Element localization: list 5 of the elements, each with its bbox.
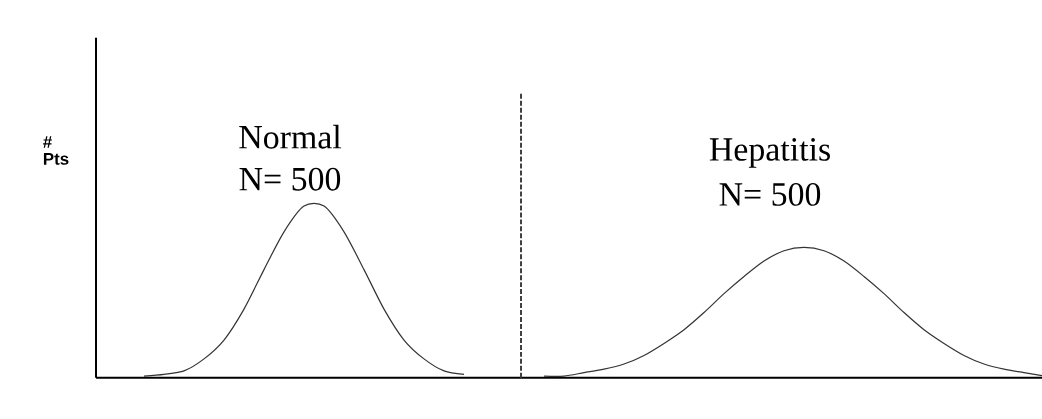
series-label: Normal [239, 124, 342, 149]
text: N= 500 [719, 182, 821, 206]
text: Hepatitis [709, 138, 830, 168]
text: N= 500 [239, 167, 341, 191]
y-axis-title: # Pts [43, 136, 69, 165]
